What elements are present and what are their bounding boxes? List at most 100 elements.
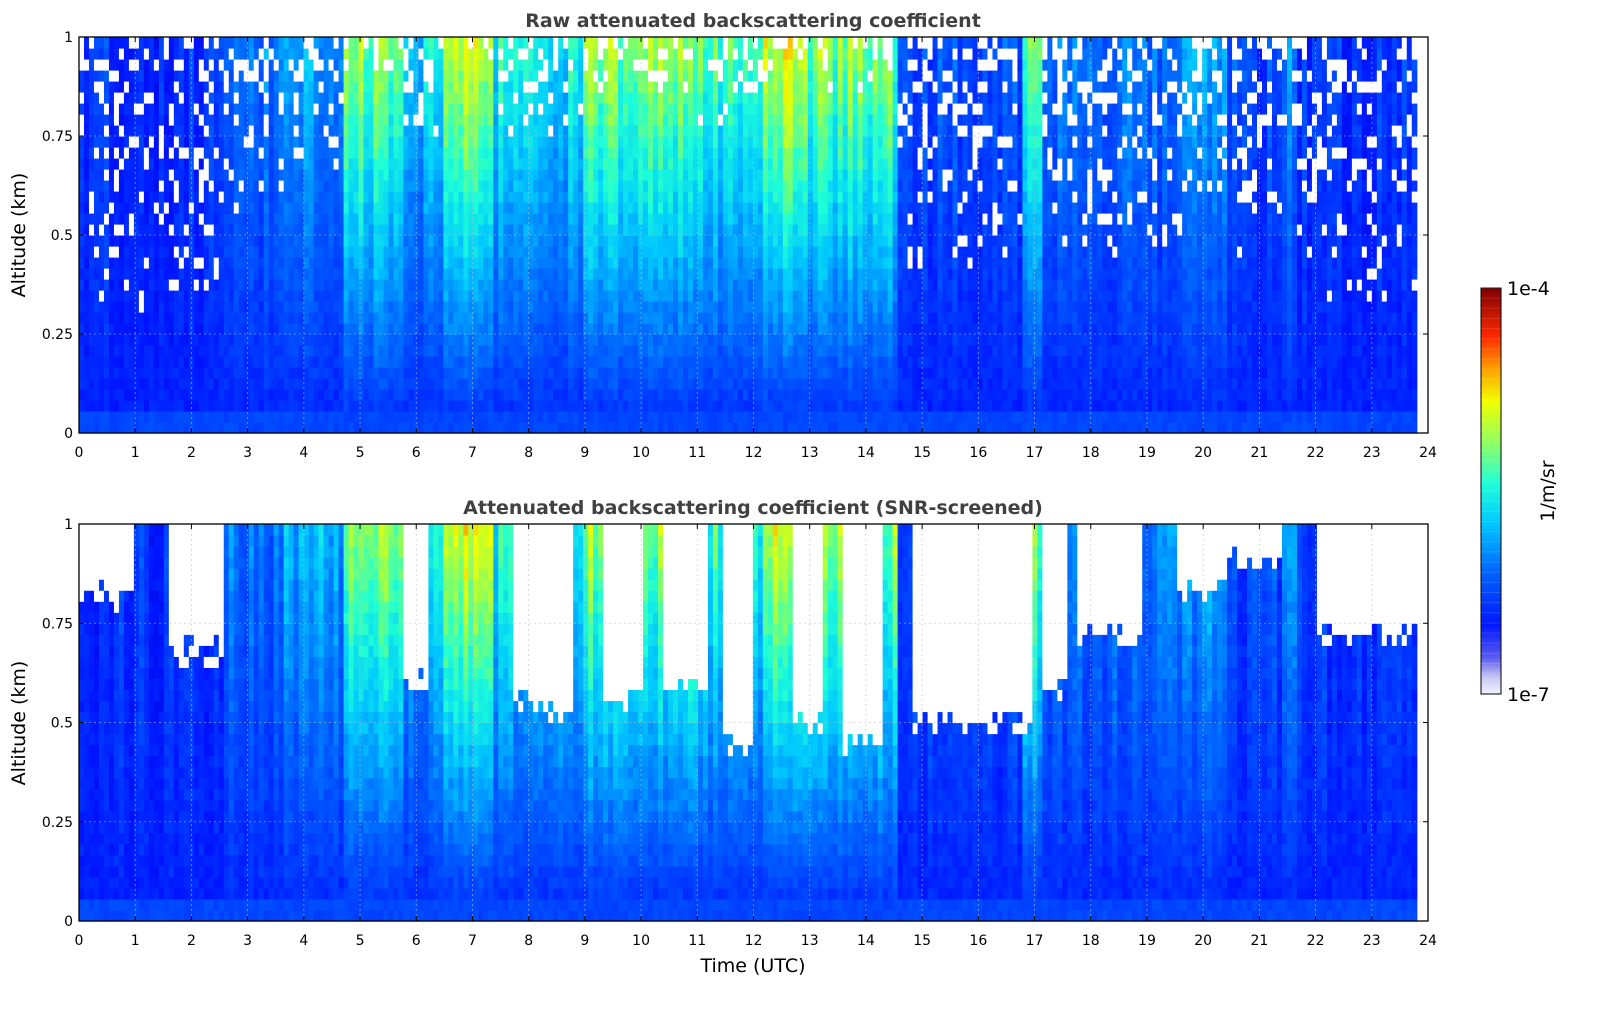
heatmap-cell [463, 213, 469, 225]
heatmap-cell [757, 279, 764, 291]
heatmap-cell [623, 301, 629, 313]
heatmap-cell [113, 213, 120, 225]
heatmap-cell [697, 290, 704, 302]
heatmap-cell [408, 180, 415, 192]
heatmap-cell [608, 268, 614, 280]
heatmap-cell [323, 136, 330, 148]
heatmap-cell [148, 301, 155, 313]
heatmap-cell [288, 158, 295, 170]
heatmap-cell [133, 213, 140, 225]
heatmap-cell [648, 312, 654, 324]
heatmap-cell [143, 411, 150, 423]
heatmap-cell [248, 400, 255, 412]
heatmap-cell [168, 158, 175, 170]
heatmap-cell [428, 356, 434, 368]
heatmap-cell [243, 70, 250, 82]
heatmap-cell [678, 378, 684, 390]
heatmap-cell [682, 147, 689, 159]
heatmap-cell [248, 158, 255, 170]
heatmap-cell [88, 191, 95, 203]
heatmap-cell [398, 345, 405, 357]
heatmap-cell [488, 213, 494, 225]
heatmap-cell [553, 81, 559, 93]
heatmap-cell [278, 290, 285, 302]
heatmap-cell [673, 268, 679, 280]
heatmap-cell [433, 169, 439, 181]
heatmap-cell [757, 334, 764, 346]
heatmap-cell [253, 411, 260, 423]
heatmap-cell [158, 257, 165, 269]
heatmap-cell [628, 37, 634, 49]
heatmap-cell [752, 334, 759, 346]
heatmap-cell [707, 257, 714, 269]
heatmap-cell [178, 411, 185, 423]
heatmap-cell [203, 202, 210, 214]
heatmap-cell [493, 37, 499, 49]
heatmap-cell [143, 81, 150, 93]
heatmap-cell [158, 323, 165, 335]
heatmap-cell [508, 290, 514, 302]
heatmap-cell [468, 257, 474, 269]
heatmap-cell [573, 301, 579, 313]
heatmap-cell [408, 356, 415, 368]
heatmap-cell [298, 235, 305, 247]
heatmap-cell [712, 279, 719, 291]
heatmap-cell [298, 312, 305, 324]
heatmap-cell [243, 191, 250, 203]
heatmap-cell [553, 389, 559, 401]
heatmap-cell [712, 367, 719, 379]
heatmap-cell [752, 191, 759, 203]
heatmap-cell [338, 389, 345, 401]
heatmap-cell [588, 301, 594, 313]
heatmap-cell [623, 334, 629, 346]
heatmap-cell [158, 378, 165, 390]
heatmap-cell [503, 257, 509, 269]
heatmap-cell [598, 37, 604, 49]
heatmap-cell [198, 114, 205, 126]
heatmap-cell [348, 92, 355, 104]
heatmap-cell [253, 367, 260, 379]
heatmap-cell [702, 125, 709, 137]
heatmap-cell [443, 334, 449, 346]
heatmap-cell [578, 235, 584, 247]
heatmap-cell [368, 147, 375, 159]
heatmap-cell [538, 334, 544, 346]
heatmap-cell [158, 411, 165, 423]
heatmap-cell [358, 378, 365, 390]
heatmap-cell [508, 389, 514, 401]
heatmap-cell [488, 92, 494, 104]
heatmap-cell [767, 125, 774, 137]
heatmap-cell [79, 180, 85, 192]
heatmap-cell [712, 301, 719, 313]
heatmap-cell [593, 37, 599, 49]
heatmap-cell [223, 48, 230, 60]
heatmap-cell [208, 81, 215, 93]
heatmap-cell [618, 180, 624, 192]
heatmap-cell [318, 400, 325, 412]
heatmap-cell [752, 202, 759, 214]
heatmap-cell [123, 37, 130, 49]
heatmap-cell [513, 422, 519, 434]
heatmap-cell [88, 290, 95, 302]
heatmap-cell [722, 378, 729, 390]
heatmap-cell [178, 202, 185, 214]
heatmap-cell [573, 400, 579, 412]
heatmap-cell [702, 378, 709, 390]
heatmap-cell [608, 48, 614, 60]
heatmap-cell [438, 37, 444, 49]
heatmap-cell [163, 367, 170, 379]
heatmap-cell [468, 235, 474, 247]
heatmap-cell [737, 268, 744, 280]
heatmap-cell [343, 136, 350, 148]
heatmap-cell [79, 334, 85, 346]
heatmap-cell [298, 125, 305, 137]
heatmap-cell [218, 378, 225, 390]
heatmap-cell [258, 59, 265, 71]
heatmap-cell [458, 125, 464, 137]
heatmap-cell [388, 323, 395, 335]
heatmap-cell [578, 378, 584, 390]
heatmap-cell [762, 279, 769, 291]
heatmap-cell [548, 114, 554, 126]
heatmap-cell [348, 301, 355, 313]
heatmap-cell [598, 378, 604, 390]
